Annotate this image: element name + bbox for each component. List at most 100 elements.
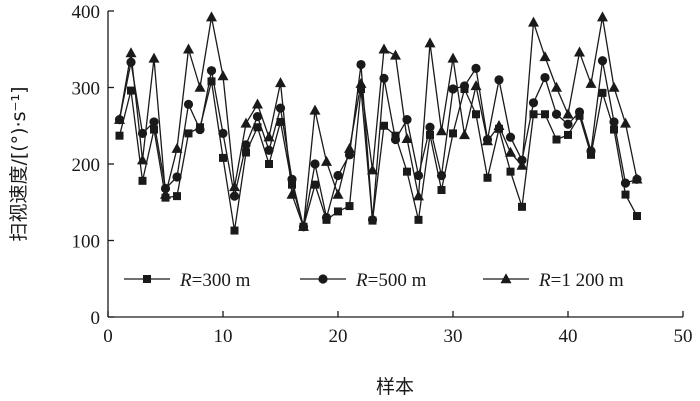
data-point-circle	[195, 124, 205, 135]
data-point-circle	[252, 111, 263, 122]
data-point-triangle	[378, 43, 390, 54]
data-point-square	[472, 110, 480, 119]
data-point-circle	[287, 174, 297, 184]
data-point-square	[288, 180, 296, 189]
data-point-triangle	[355, 77, 367, 88]
data-point-circle	[540, 72, 550, 83]
data-point-circle	[367, 215, 378, 225]
data-point-circle	[551, 109, 562, 119]
data-point-circle	[390, 134, 401, 145]
y-tick-label: 0	[91, 308, 101, 329]
data-point-triangle	[240, 117, 252, 128]
data-point-triangle	[286, 188, 298, 199]
data-point-circle	[620, 178, 631, 188]
data-point-triangle	[424, 37, 436, 48]
data-point-circle	[459, 81, 470, 91]
data-point-square	[253, 123, 262, 132]
data-point-triangle	[574, 46, 585, 57]
data-point-square	[552, 135, 561, 144]
data-point-circle	[471, 63, 481, 73]
data-point-triangle	[401, 132, 413, 143]
data-point-circle	[574, 107, 585, 117]
data-point-triangle	[620, 117, 631, 128]
data-point-circle	[597, 56, 608, 66]
data-point-triangle	[263, 131, 275, 142]
data-point-triangle	[528, 16, 539, 27]
legend-background	[118, 262, 674, 296]
legend-label: R=1 200 m	[538, 270, 624, 291]
data-point-square	[529, 110, 538, 119]
series-line-circle	[118, 60, 638, 227]
data-point-triangle	[321, 155, 332, 166]
data-point-triangle	[436, 125, 447, 136]
data-point-triangle	[171, 142, 183, 153]
data-point-circle	[241, 140, 251, 150]
data-point-triangle	[206, 11, 217, 22]
legend-item: R=500 m	[300, 270, 427, 291]
data-point-square	[242, 148, 250, 157]
data-point-triangle	[470, 80, 482, 91]
data-point-square	[265, 160, 273, 168]
y-tick-label: 200	[72, 155, 101, 176]
x-tick-label: 10	[214, 326, 233, 347]
data-point-square	[426, 130, 434, 139]
data-point-square	[621, 190, 630, 199]
data-point-triangle	[390, 49, 401, 60]
data-point-circle	[356, 59, 366, 70]
legend-marker-circle	[318, 274, 328, 284]
data-point-triangle	[516, 159, 528, 170]
data-point-circle	[264, 145, 274, 155]
y-tick-label: 400	[72, 2, 101, 23]
data-point-circle	[528, 98, 539, 108]
data-point-triangle	[298, 220, 309, 231]
data-point-triangle	[183, 43, 194, 54]
x-tick-label: 0	[103, 326, 113, 347]
data-point-triangle	[252, 98, 263, 109]
data-point-circle	[448, 84, 458, 94]
data-point-square	[311, 180, 319, 189]
series-circle	[114, 56, 642, 232]
data-point-triangle	[551, 81, 562, 92]
data-point-square	[115, 131, 124, 140]
data-point-triangle	[482, 135, 493, 146]
data-point-triangle	[597, 11, 608, 22]
y-tick-label: 300	[72, 79, 101, 100]
data-point-square	[518, 202, 526, 211]
data-point-triangle	[631, 173, 643, 184]
data-point-circle	[172, 172, 182, 182]
data-point-circle	[494, 75, 504, 85]
data-point-triangle	[539, 51, 551, 62]
data-point-triangle	[447, 52, 459, 63]
x-axis-title: 样本	[376, 376, 414, 398]
data-point-triangle	[608, 81, 620, 92]
data-point-square	[357, 85, 365, 94]
legend-label: R=300 m	[179, 270, 251, 291]
data-point-triangle	[114, 113, 125, 124]
data-point-square	[598, 88, 607, 97]
data-point-square	[506, 167, 515, 176]
data-point-triangle	[344, 142, 355, 153]
x-tick-label: 40	[559, 326, 578, 347]
data-point-square	[127, 86, 135, 95]
data-point-square	[150, 125, 158, 134]
data-point-square	[483, 173, 492, 182]
data-point-square	[633, 212, 641, 221]
data-point-circle	[206, 66, 217, 76]
legend: R=300 m R=500 m R=1 200 m	[118, 262, 674, 296]
data-point-square	[138, 176, 147, 185]
data-point-square	[541, 110, 549, 119]
data-point-triangle	[275, 77, 286, 88]
series-line-square	[118, 81, 638, 231]
data-point-triangle	[148, 52, 160, 63]
data-point-triangle	[137, 154, 148, 165]
data-point-square	[230, 226, 239, 235]
data-point-square	[219, 153, 227, 162]
data-point-circle	[436, 170, 447, 181]
legend-item: R=300 m	[124, 270, 251, 291]
x-tick-label: 30	[444, 326, 463, 347]
data-point-triangle	[332, 188, 344, 199]
data-point-circle	[333, 170, 343, 181]
data-point-circle	[563, 119, 573, 129]
data-point-triangle	[160, 188, 171, 199]
